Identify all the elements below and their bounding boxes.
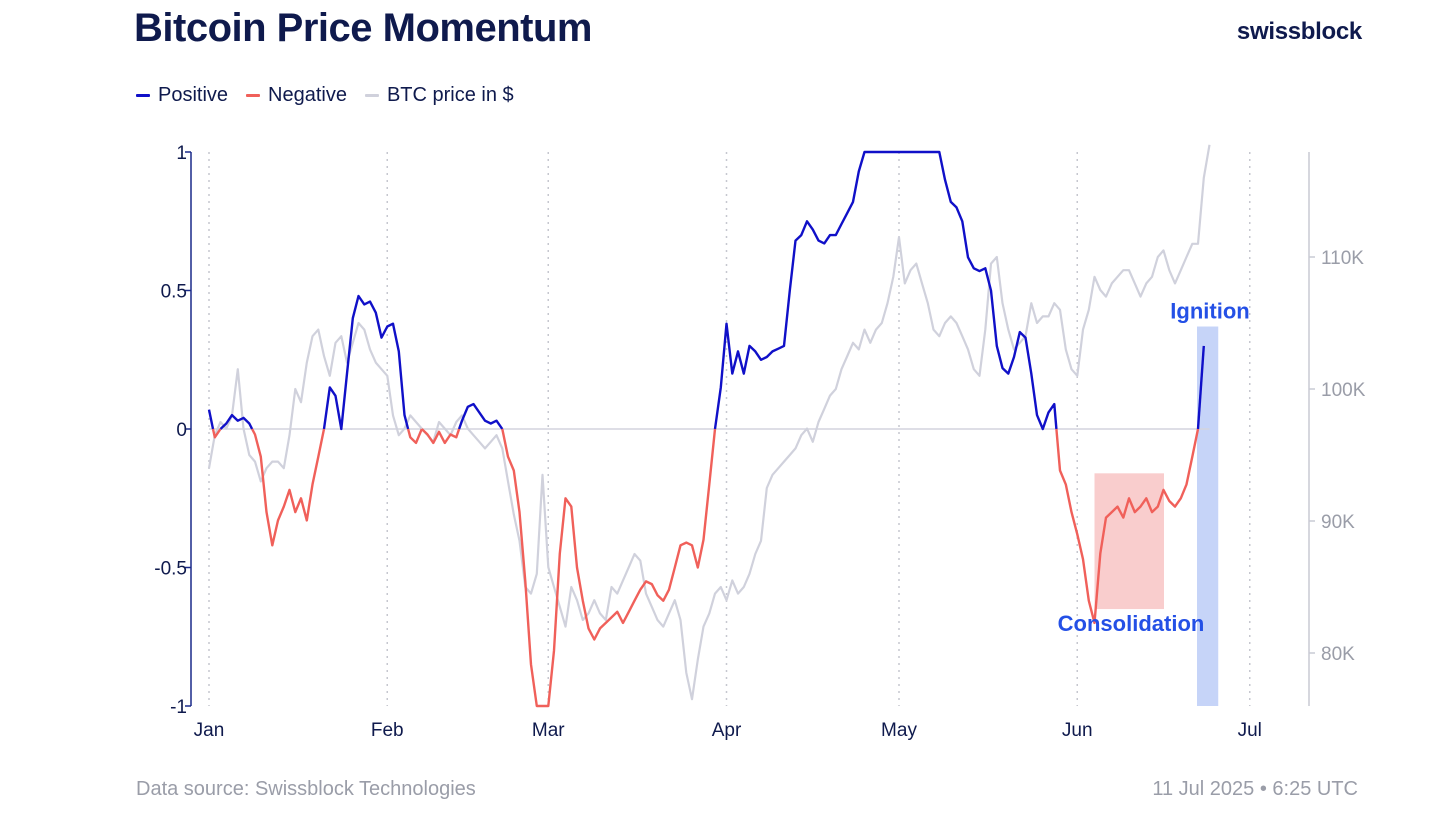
chart-title: Bitcoin Price Momentum — [134, 6, 592, 50]
chart-legend: Positive Negative BTC price in $ — [136, 84, 514, 107]
x-tick-label: Jul — [1238, 720, 1262, 741]
positive-segment-2 — [219, 413, 254, 430]
y2-tick-label: 90K — [1321, 512, 1355, 533]
negative-segment-3 — [251, 428, 326, 547]
legend-item-positive: Positive — [136, 84, 228, 107]
y-tick-label: -1 — [170, 697, 187, 718]
legend-swatch-negative — [246, 94, 261, 97]
legend-label-negative: Negative — [268, 84, 347, 106]
x-tick-label: Feb — [371, 720, 404, 741]
y-tick-label: 0.5 — [161, 282, 187, 303]
negative-segment-5 — [406, 428, 423, 445]
positive-segment-8 — [457, 402, 504, 430]
legend-label-price: BTC price in $ — [386, 84, 514, 106]
x-tick-label: Mar — [532, 720, 565, 741]
y2-tick-label: 110K — [1321, 248, 1364, 269]
brand-logo: swissblock — [1236, 18, 1362, 45]
positive-segment-12 — [1196, 345, 1205, 430]
btc-price-line — [207, 144, 1211, 701]
positive-segment-4 — [322, 294, 410, 431]
negative-segment-1 — [211, 428, 222, 439]
x-tick-label: Jan — [194, 720, 225, 741]
legend-item-negative: Negative — [246, 84, 347, 107]
negative-segment-9 — [501, 428, 717, 708]
legend-label-positive: Positive — [158, 84, 229, 106]
x-tick-label: Apr — [712, 720, 742, 741]
y-tick-label: 1 — [176, 143, 187, 164]
positive-segment-0 — [207, 409, 215, 430]
y-tick-label: -0.5 — [154, 559, 187, 580]
annotation-ignition: Ignition — [1170, 299, 1249, 324]
legend-swatch-price — [364, 94, 379, 97]
timestamp: 11 Jul 2025 • 6:25 UTC — [1152, 778, 1358, 800]
annotation-consolidation: Consolidation — [1058, 611, 1205, 636]
consolidation-box — [1094, 473, 1164, 610]
data-source: Data source: Swissblock Technologies — [136, 778, 476, 800]
ignition-box — [1197, 326, 1219, 706]
legend-swatch-positive — [136, 94, 150, 97]
y-tick-label: 0 — [176, 420, 187, 441]
x-tick-label: Jun — [1062, 720, 1093, 741]
negative-segment-7 — [420, 428, 461, 445]
negative-segment-11 — [1055, 428, 1200, 625]
x-tick-label: May — [881, 720, 917, 741]
y2-tick-label: 100K — [1321, 380, 1366, 401]
y2-tick-label: 80K — [1321, 644, 1355, 665]
positive-segment-10 — [713, 150, 1058, 431]
legend-item-price: BTC price in $ — [364, 84, 514, 107]
